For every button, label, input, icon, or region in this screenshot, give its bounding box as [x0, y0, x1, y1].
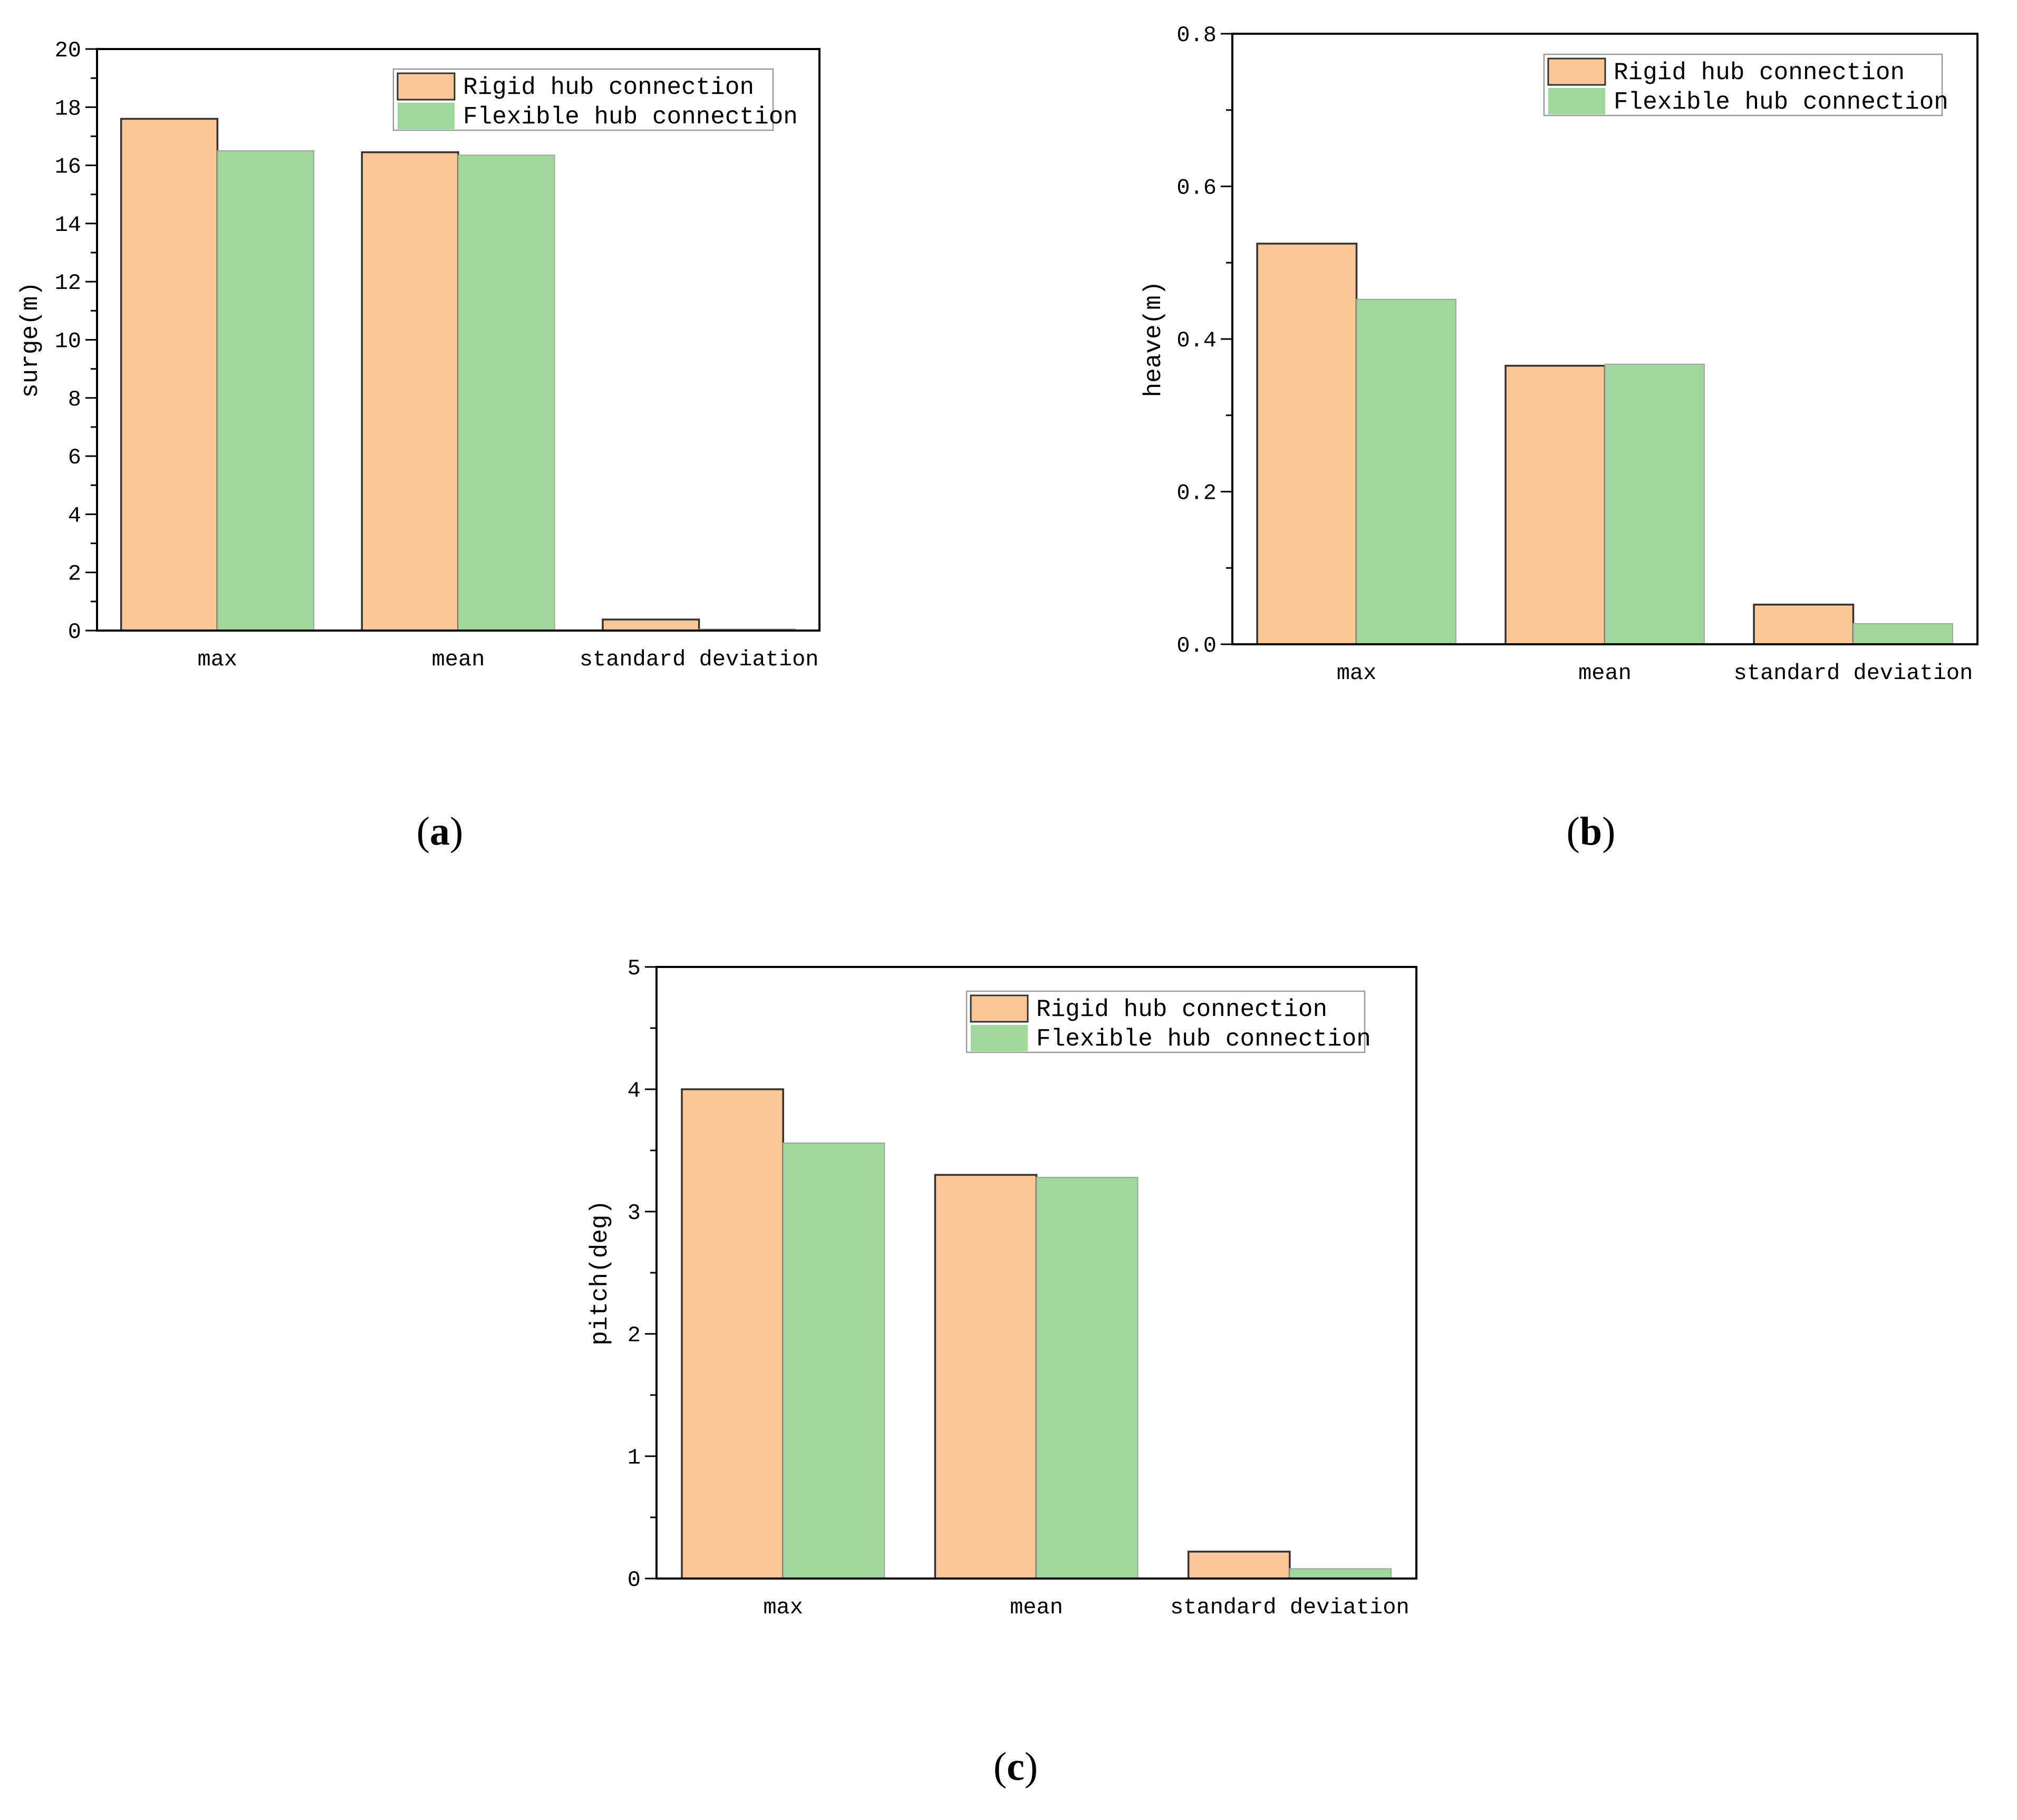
- x-tick-label: mean: [1010, 1595, 1063, 1620]
- bar-rigid-max: [681, 1088, 784, 1580]
- caption-close: ): [1025, 1745, 1038, 1789]
- y-axis-title: heave(m): [1140, 281, 1167, 398]
- y-tick-label: 4: [628, 1078, 641, 1103]
- plot-frame: [96, 48, 821, 632]
- y-tick-label: 5: [628, 956, 641, 981]
- y-tick-label: 2: [68, 562, 81, 587]
- caption-letter: b: [1580, 809, 1602, 854]
- y-tick-label: 0.2: [1176, 481, 1217, 506]
- caption-open: (: [417, 809, 430, 854]
- caption-letter: a: [430, 809, 450, 854]
- y-tick-label: 16: [55, 154, 81, 180]
- y-tick-label: 0: [628, 1567, 641, 1593]
- y-tick-label: 1: [628, 1445, 641, 1470]
- y-tick-label: 20: [55, 38, 81, 63]
- x-tick-label: standard deviation: [1170, 1595, 1410, 1620]
- bar-rigid-max: [1256, 243, 1358, 645]
- y-tick-label: 0.0: [1176, 633, 1217, 659]
- legend: Rigid hub connection Flexible hub connect…: [1543, 53, 1948, 117]
- chart-panel-b: max mean standard deviation 0.0 0.2 0.4 0.6 0.8…: [1140, 23, 1979, 854]
- y-tick-label: 0.6: [1176, 176, 1217, 201]
- bar-flexible-mean: [458, 154, 555, 631]
- bar-rigid-standard-deviation: [602, 618, 700, 632]
- x-tick-label: mean: [432, 647, 485, 672]
- bar-rigid-standard-deviation: [1187, 1551, 1291, 1580]
- bar-flexible-standard-deviation: [1289, 1568, 1392, 1579]
- legend-swatch-rigid: [1547, 57, 1606, 86]
- caption-close: ): [450, 809, 463, 854]
- legend-swatch-flexible: [1548, 88, 1605, 114]
- x-tick-label: max: [1337, 661, 1377, 686]
- caption-open: (: [993, 1745, 1007, 1789]
- y-axis-title: surge(m): [17, 282, 44, 398]
- y-tick-label: 0.4: [1176, 328, 1217, 353]
- y-tick-label: 3: [628, 1201, 641, 1226]
- x-tick-label: max: [763, 1595, 803, 1620]
- legend-label: Flexible hub connection: [463, 103, 798, 131]
- y-tick-label: 6: [68, 445, 81, 470]
- caption-open: (: [1567, 809, 1580, 854]
- caption-close: ): [1602, 809, 1615, 854]
- x-tick-label: standard deviation: [580, 647, 819, 672]
- legend-label: Rigid hub connection: [463, 74, 754, 101]
- x-tick-label: standard deviation: [1734, 661, 1973, 686]
- y-tick-label: 10: [55, 329, 81, 354]
- bar-rigid-mean: [1504, 364, 1606, 645]
- bar-rigid-mean: [361, 151, 459, 632]
- legend-frame: [1543, 53, 1943, 117]
- panel-caption: (b): [1567, 809, 1616, 854]
- plot-frame: [1231, 33, 1979, 645]
- legend-swatch-flexible: [398, 103, 455, 129]
- plot-frame: [655, 966, 1417, 1580]
- bar-flexible-max: [1356, 298, 1456, 645]
- bar-flexible-max: [783, 1143, 885, 1580]
- y-tick-label: 4: [68, 503, 81, 528]
- y-tick-label: 14: [55, 212, 81, 238]
- bar-flexible-max: [217, 150, 315, 631]
- legend-label: Rigid hub connection: [1036, 996, 1327, 1023]
- legend-label: Rigid hub connection: [1614, 59, 1905, 86]
- chart-panel-a: max mean standard deviation 0 2 4 6 8 10 12 14 16 18…: [17, 38, 821, 854]
- bar-flexible-standard-deviation: [1852, 623, 1953, 645]
- y-tick-label: 12: [55, 270, 81, 296]
- legend-swatch-rigid: [397, 72, 456, 101]
- x-tick-label: max: [198, 647, 238, 672]
- bar-flexible-mean: [1604, 363, 1705, 645]
- bar-flexible-mean: [1036, 1177, 1138, 1580]
- legend-frame: [966, 990, 1366, 1053]
- bar-rigid-max: [120, 118, 219, 632]
- bar-rigid-standard-deviation: [1753, 603, 1855, 645]
- y-tick-label: 0: [68, 619, 81, 645]
- x-tick-label: mean: [1578, 661, 1632, 686]
- legend-swatch-rigid: [970, 994, 1029, 1023]
- chart-panel-c: max mean standard deviation 0 1 2 3 4 5 pitch(deg…: [586, 956, 1417, 1789]
- panel-caption: (c): [993, 1745, 1038, 1789]
- y-tick-label: 2: [628, 1323, 641, 1348]
- y-axis-title: pitch(deg): [586, 1200, 614, 1345]
- y-tick-label: 0.8: [1176, 23, 1217, 48]
- legend-frame: [392, 68, 774, 131]
- legend-label: Flexible hub connection: [1036, 1025, 1371, 1053]
- panel-caption: (a): [417, 809, 464, 854]
- legend-label: Flexible hub connection: [1614, 89, 1948, 116]
- bar-rigid-mean: [934, 1174, 1038, 1580]
- caption-letter: c: [1007, 1745, 1025, 1789]
- y-tick-label: 18: [55, 96, 81, 121]
- y-tick-label: 8: [68, 387, 81, 412]
- legend-swatch-flexible: [971, 1025, 1028, 1051]
